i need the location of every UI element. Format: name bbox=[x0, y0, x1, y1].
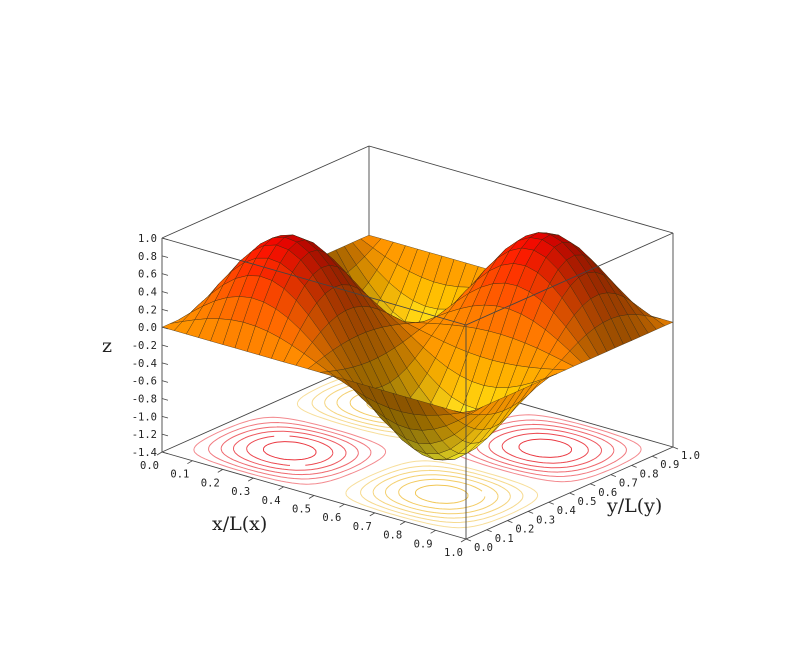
y-tick-label: 0.8 bbox=[640, 468, 659, 480]
y-tick-label: 0.1 bbox=[495, 533, 514, 545]
x-tick-mark bbox=[369, 512, 376, 517]
box-edge bbox=[465, 232, 674, 326]
z-tick-mark bbox=[161, 291, 169, 294]
y-tick-label: 1.0 bbox=[681, 450, 700, 462]
z-tick-label: -0.2 bbox=[132, 340, 157, 352]
z-tick-label: 0.4 bbox=[138, 287, 157, 299]
contour-line bbox=[233, 428, 602, 471]
surface-patch bbox=[453, 410, 475, 415]
y-tick-label: 0.0 bbox=[474, 542, 493, 554]
z-tick-label: 0.2 bbox=[138, 304, 157, 316]
x-tick-label: 0.8 bbox=[383, 530, 402, 542]
z-tick-mark bbox=[161, 398, 169, 401]
z-tick-label: -0.6 bbox=[132, 376, 157, 388]
x-tick-mark bbox=[187, 460, 193, 465]
y-tick-mark bbox=[527, 511, 534, 514]
z-tick-label: -1.4 bbox=[132, 447, 157, 459]
box-edge bbox=[161, 237, 467, 326]
z-tick-label: -0.4 bbox=[132, 358, 157, 370]
box-edge bbox=[368, 145, 674, 234]
z-tick-label: 0.8 bbox=[138, 251, 157, 263]
z-tick-mark bbox=[161, 237, 169, 241]
z-tick-label: -1.0 bbox=[132, 411, 157, 423]
z-tick-label: 0.0 bbox=[138, 322, 157, 334]
x-tick-mark bbox=[339, 503, 345, 508]
x-tick-mark bbox=[460, 538, 467, 543]
x-tick-label: 0.0 bbox=[140, 460, 159, 472]
x-tick-label: 0.7 bbox=[353, 521, 372, 533]
y-tick-mark bbox=[590, 483, 596, 487]
z-tick-mark bbox=[161, 326, 169, 330]
y-tick-mark bbox=[486, 529, 492, 533]
x-tick-mark bbox=[278, 486, 284, 491]
y-tick-mark bbox=[507, 520, 513, 523]
z-tick-mark bbox=[161, 255, 169, 258]
x-tick-label: 0.9 bbox=[414, 538, 433, 550]
y-axis-ticks: 0.00.10.20.30.40.50.60.70.80.91.0 bbox=[465, 446, 700, 554]
x-axis-ticks: 0.0 0.1 0.2 0.3 0.4 0.5 0.6 0.7 0.8 0.9 1.0 bbox=[140, 451, 467, 559]
z-tick-label: -1.2 bbox=[132, 429, 157, 441]
z-tick-mark bbox=[161, 380, 169, 383]
y-tick-label: 0.3 bbox=[536, 514, 555, 526]
x-tick-mark bbox=[430, 529, 436, 534]
y-tick-mark bbox=[548, 501, 554, 505]
x-tick-label: 1.0 bbox=[444, 547, 463, 559]
x-tick-label: 0.1 bbox=[170, 469, 189, 481]
z-tick-mark bbox=[161, 344, 169, 348]
y-tick-mark bbox=[652, 455, 658, 459]
y-tick-label: 0.2 bbox=[515, 524, 534, 536]
y-tick-label: 0.9 bbox=[660, 459, 679, 471]
x-tick-mark bbox=[156, 451, 163, 456]
y-tick-mark bbox=[569, 492, 575, 496]
z-axis-label: z bbox=[102, 335, 112, 357]
z-tick-mark bbox=[161, 433, 169, 437]
y-tick-label: 0.7 bbox=[619, 478, 638, 490]
x-tick-mark bbox=[217, 469, 224, 473]
y-tick-label: 0.6 bbox=[598, 487, 617, 499]
x-axis-label: x/L(x) bbox=[212, 513, 267, 535]
z-tick-mark bbox=[161, 362, 169, 365]
z-tick-label: -0.8 bbox=[132, 394, 157, 406]
z-tick-mark bbox=[161, 415, 169, 419]
contour-line bbox=[263, 438, 572, 461]
y-tick-mark bbox=[631, 465, 637, 468]
y-axis-label: y/L(y) bbox=[606, 495, 662, 517]
z-axis-ticks: 1.0 0.8 0.6 0.4 0.2 0.0 -0.2 -0.4 -0.6 -0.8 -1.0 -1… bbox=[132, 233, 169, 459]
y-tick-mark bbox=[672, 446, 679, 450]
x-tick-mark bbox=[399, 521, 406, 525]
z-tick-label: 1.0 bbox=[138, 233, 157, 245]
y-tick-mark bbox=[465, 538, 472, 542]
x-tick-mark bbox=[308, 495, 315, 499]
y-tick-label: 0.5 bbox=[578, 496, 597, 508]
box-edge bbox=[161, 145, 370, 239]
y-tick-label: 0.4 bbox=[557, 505, 576, 517]
x-tick-label: 0.5 bbox=[292, 504, 311, 516]
z-tick-mark bbox=[161, 273, 169, 276]
x-tick-label: 0.2 bbox=[201, 477, 220, 489]
contour-line bbox=[220, 423, 615, 476]
x-tick-label: 0.3 bbox=[231, 486, 250, 498]
z-tick-mark bbox=[161, 451, 169, 455]
x-tick-label: 0.4 bbox=[262, 495, 281, 507]
y-tick-mark bbox=[610, 474, 617, 477]
contour-line bbox=[246, 432, 589, 466]
z-tick-label: 0.6 bbox=[138, 269, 157, 281]
x-tick-mark bbox=[247, 477, 254, 482]
surface-mesh bbox=[161, 232, 674, 461]
z-tick-mark bbox=[161, 308, 169, 312]
x-tick-label: 0.6 bbox=[322, 512, 341, 524]
